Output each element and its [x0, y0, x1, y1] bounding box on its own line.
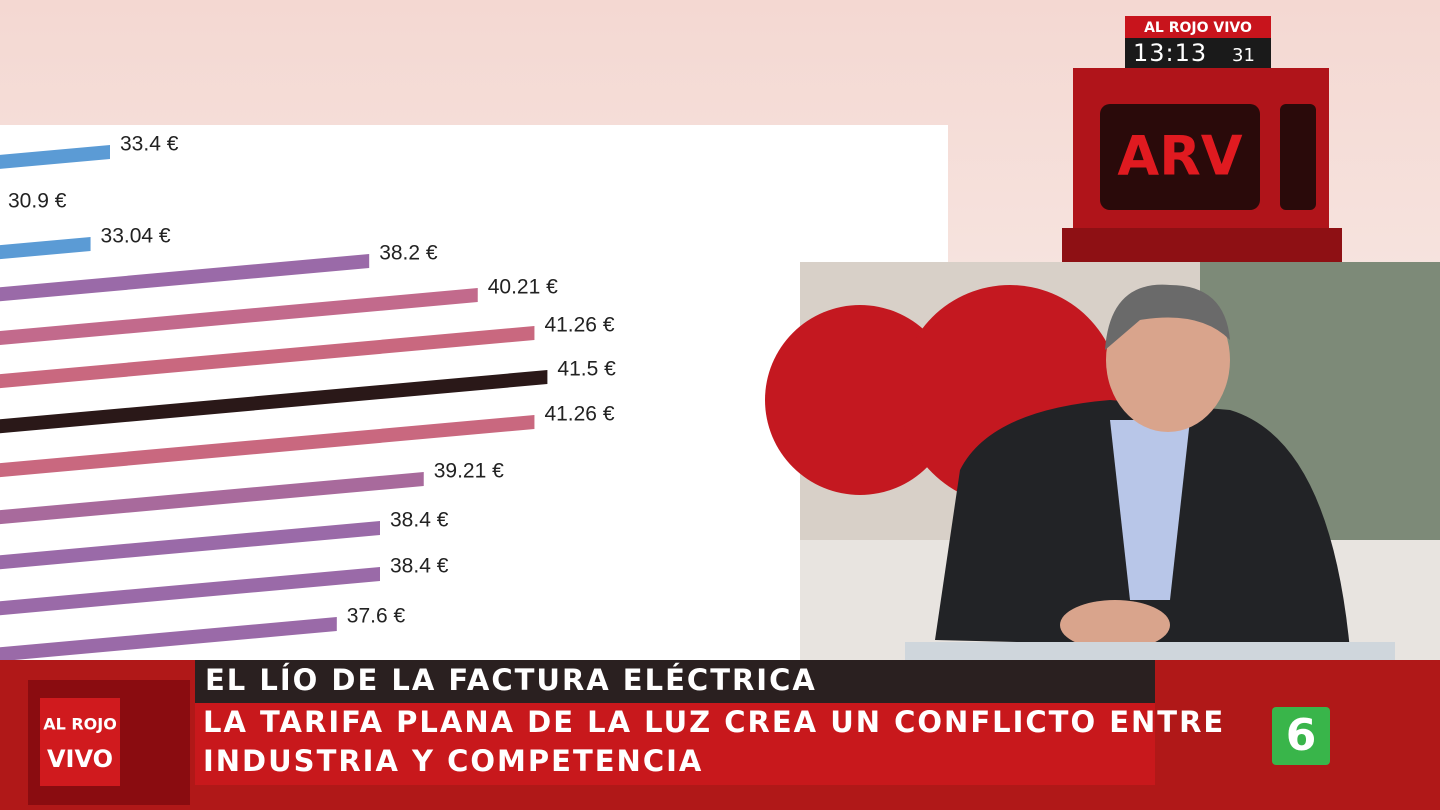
value-label: 41.26 €: [544, 403, 614, 426]
bar: [0, 288, 478, 345]
bar: [0, 415, 535, 478]
value-label: 39.21 €: [434, 460, 504, 483]
presenter-hair: [1105, 284, 1230, 350]
value-label: 41.5 €: [557, 358, 616, 381]
bar-group: [0, 145, 548, 660]
logo-side: [1280, 104, 1316, 210]
bar: [0, 370, 548, 434]
value-label: 33.04 €: [101, 225, 171, 248]
bar: [0, 472, 424, 525]
bar: [0, 326, 535, 389]
bar: [0, 254, 370, 302]
channel-logo: [1272, 707, 1330, 765]
bar: [0, 617, 337, 660]
bar: [0, 237, 91, 260]
headline: EL LÍO DE LA FACTURA ELÉCTRICA: [205, 663, 817, 697]
clock: 13:13: [1133, 39, 1207, 67]
value-label: 33.4 €: [120, 133, 179, 156]
value-label: 30.9 €: [8, 190, 67, 213]
logo-screen: [1100, 104, 1260, 210]
value-label: 38.4 €: [390, 555, 449, 578]
corner-logo: [40, 698, 120, 786]
tower-base: [1062, 228, 1342, 262]
bar: [0, 567, 380, 616]
desk: [905, 642, 1395, 660]
subheadline: LA TARIFA PLANA DE LA LUZ CREA UN CONFLI…: [203, 705, 1225, 739]
channel: 6: [1286, 710, 1317, 761]
corner-logo-text: VIVO: [47, 745, 113, 773]
clock-seconds: 31: [1232, 45, 1255, 66]
value-label: 37.6 €: [347, 605, 406, 628]
brand-box: [1125, 16, 1271, 38]
presenter-hands: [1060, 600, 1170, 650]
presenter-shirt: [1110, 420, 1190, 600]
value-label: 40.21 €: [488, 276, 558, 299]
presenter-head: [1106, 288, 1230, 432]
subheadline-bar: [195, 703, 1155, 785]
logo: ARV: [1117, 125, 1242, 188]
value-label: 38.4 €: [390, 509, 449, 532]
value-label: 38.2 €: [379, 242, 438, 265]
bar: [0, 521, 380, 570]
value-label: 41.26 €: [544, 314, 614, 337]
headline-bar: [195, 660, 1155, 703]
brand: AL ROJO VIVO: [1144, 20, 1252, 36]
clock-box: [1125, 38, 1271, 68]
bar: [0, 145, 110, 169]
corner-logo-text: AL ROJO: [43, 715, 117, 734]
subheadline: INDUSTRIA Y COMPETENCIA: [203, 744, 703, 778]
set-letter: [765, 305, 955, 495]
